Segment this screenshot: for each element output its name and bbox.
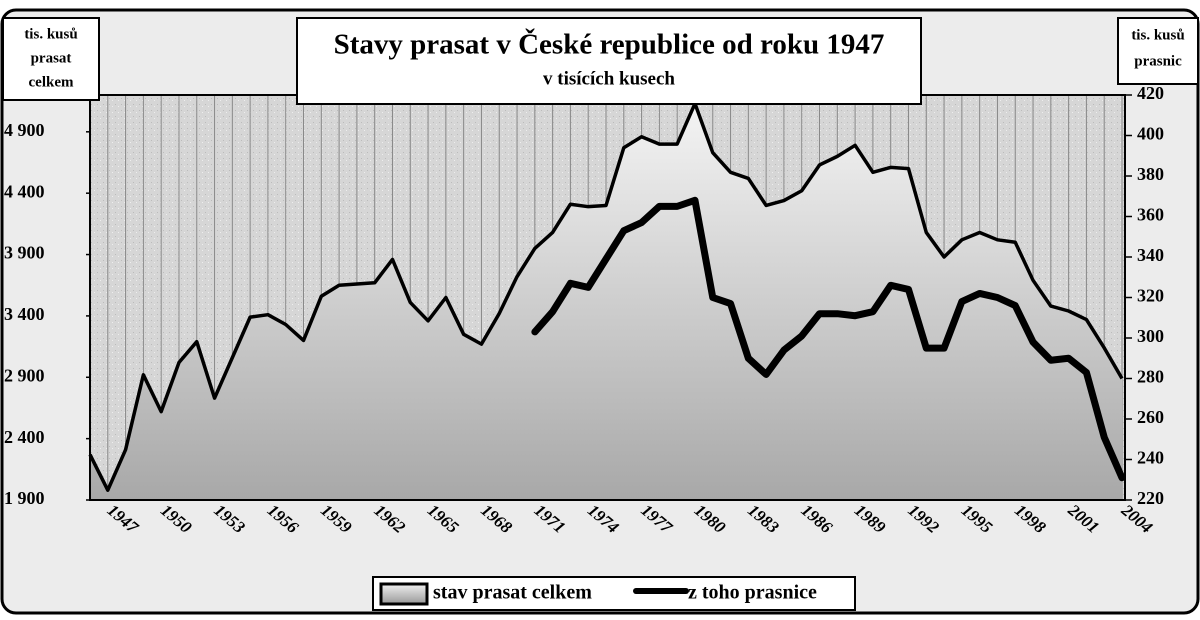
y2-tick-label: 260 — [1137, 407, 1164, 427]
legend-box — [372, 576, 856, 611]
marks — [88, 101, 1126, 500]
y-axis-label: celkem — [29, 74, 74, 90]
y-tick-label: 3 900 — [4, 243, 45, 263]
y-tick-label: 2 900 — [4, 365, 45, 385]
y-axis-label-box — [2, 17, 100, 101]
y2-tick-label: 400 — [1137, 124, 1164, 144]
y-tick-label: 1 900 — [4, 488, 45, 508]
y2-axis-label: tis. kusů — [1131, 27, 1184, 43]
y2-tick-label: 320 — [1137, 286, 1164, 306]
y2-tick-label: 360 — [1137, 205, 1164, 225]
chart-title: Stavy prasat v České republice od roku 1… — [334, 28, 885, 61]
y2-tick-label: 220 — [1137, 488, 1164, 508]
line — [531, 196, 1126, 482]
title-box — [296, 17, 922, 105]
y2-tick-label: 280 — [1137, 367, 1164, 387]
legend-label: z toho prasnice — [688, 582, 817, 604]
y2-tick-label: 380 — [1137, 164, 1164, 184]
area-fill — [90, 103, 1122, 500]
legend-swatch — [379, 582, 429, 606]
y2-tick-label: 340 — [1137, 245, 1164, 265]
chart-subtitle: v tisících kusech — [543, 68, 675, 89]
y-tick-label: 3 400 — [4, 304, 45, 324]
y-axis-label: tis. kusů — [24, 26, 77, 42]
area-line — [88, 101, 1124, 492]
y-tick-label: 4 900 — [4, 120, 45, 140]
y2-axis-label: prasnic — [1134, 53, 1182, 69]
y2-tick-label: 240 — [1137, 448, 1164, 468]
y2-tick-label: 420 — [1137, 83, 1164, 103]
legend-label: stav prasat celkem — [433, 582, 592, 604]
y-axis-label: prasat — [31, 50, 72, 66]
y-tick-label: 2 400 — [4, 427, 45, 447]
y-tick-label: 4 400 — [4, 181, 45, 201]
y2-axis-label-box — [1117, 17, 1199, 85]
y2-tick-label: 300 — [1137, 326, 1164, 346]
